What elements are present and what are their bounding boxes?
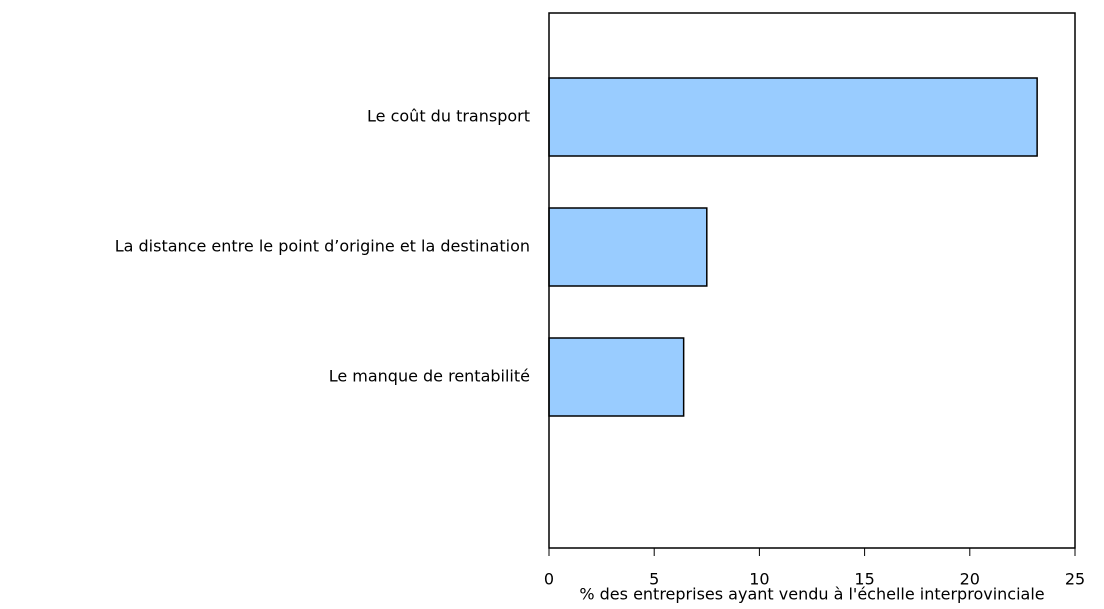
x-tick-label: 10 [749,570,769,589]
x-tick-label: 0 [544,570,554,589]
y-tick-label: Le manque de rentabilité [329,367,530,386]
x-axis-label: % des entreprises ayant vendu à l'échell… [579,585,1044,604]
x-tick-label: 25 [1065,570,1085,589]
y-tick-label: La distance entre le point d’origine et … [115,237,530,256]
x-tick-label: 15 [854,570,874,589]
x-tick-label: 5 [649,570,659,589]
x-tick-label: 20 [960,570,980,589]
bar [548,77,1038,157]
y-tick-label: Le coût du transport [367,107,530,126]
bar [548,337,685,417]
bar [548,207,708,287]
plot-frame [548,12,1076,549]
